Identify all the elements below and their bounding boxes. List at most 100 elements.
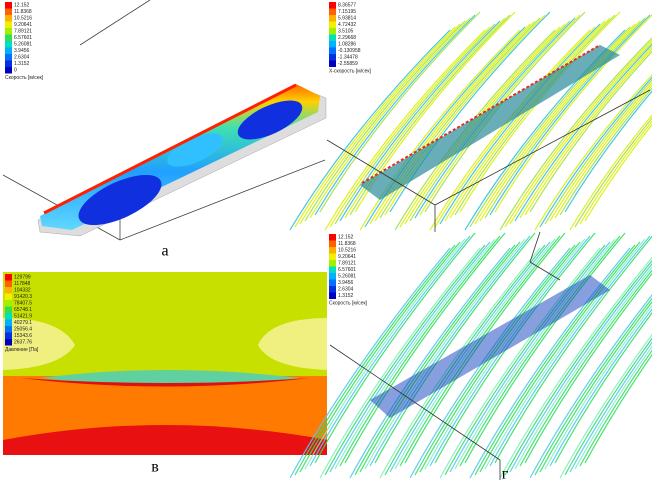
streamline bbox=[509, 41, 652, 225]
legend-title: X-скорость [м/сек] bbox=[329, 68, 372, 74]
legend-swatch bbox=[329, 60, 336, 67]
field bbox=[258, 318, 328, 370]
legend-value: 1.3152 bbox=[338, 293, 354, 299]
streamline bbox=[364, 26, 526, 228]
streamline bbox=[459, 11, 621, 213]
legend-swatch bbox=[5, 15, 12, 22]
streamline bbox=[289, 29, 451, 231]
streamline bbox=[494, 235, 652, 464]
panel-label: г bbox=[502, 466, 509, 483]
streamline bbox=[579, 349, 652, 467]
contour bbox=[167, 133, 223, 167]
streamline bbox=[574, 345, 652, 470]
streamline bbox=[544, 79, 652, 225]
legend-value: 7.89121 bbox=[338, 260, 356, 266]
streamline bbox=[339, 20, 501, 222]
legend-value: 40279.1 bbox=[14, 320, 32, 326]
legend-swatch bbox=[329, 8, 336, 15]
streamline bbox=[304, 20, 466, 222]
legend-swatch bbox=[329, 247, 336, 254]
legend-swatch bbox=[5, 60, 12, 67]
legend-value: 3.5105 bbox=[338, 28, 354, 34]
streamline bbox=[334, 238, 496, 470]
legend-value: 12.152 bbox=[14, 2, 30, 8]
streamline bbox=[519, 45, 652, 219]
legend-value: 12.152 bbox=[338, 234, 354, 240]
streamline bbox=[449, 17, 611, 219]
streamline bbox=[319, 247, 481, 479]
legend-value: 91420.3 bbox=[14, 294, 32, 300]
legend-swatch bbox=[5, 287, 12, 294]
streamline bbox=[434, 26, 596, 228]
streamline bbox=[554, 84, 652, 219]
legend-value: 0 bbox=[14, 67, 17, 73]
streamline bbox=[299, 241, 461, 473]
legend-value: 4.72432 bbox=[338, 22, 356, 28]
streamline bbox=[584, 353, 652, 464]
legend-value: 7.15195 bbox=[338, 9, 356, 15]
legend-value: 2.6304 bbox=[14, 54, 30, 60]
legend-swatch bbox=[5, 2, 12, 9]
streamline bbox=[514, 266, 652, 470]
legend-swatch bbox=[5, 280, 12, 287]
streamline bbox=[504, 39, 652, 228]
streamline bbox=[364, 238, 526, 470]
streamline bbox=[354, 244, 516, 476]
streamline bbox=[544, 304, 652, 470]
streamline bbox=[329, 241, 491, 473]
streamline bbox=[539, 76, 652, 228]
streamline bbox=[314, 232, 476, 464]
streamline bbox=[304, 238, 466, 470]
streamline bbox=[479, 241, 641, 473]
streamline bbox=[474, 244, 636, 476]
legend-swatch bbox=[5, 332, 12, 339]
legend-swatch bbox=[329, 15, 336, 22]
streamline bbox=[444, 244, 606, 476]
legend-value: 5.26081 bbox=[14, 41, 32, 47]
streamline bbox=[379, 17, 541, 219]
legend-swatch bbox=[329, 253, 336, 260]
streamline bbox=[324, 29, 486, 231]
streamline bbox=[429, 29, 591, 231]
streamline bbox=[439, 23, 601, 225]
legend-value: 6.57601 bbox=[14, 35, 32, 41]
legend-value: 3.9456 bbox=[338, 280, 354, 286]
legend-value: 1.3152 bbox=[14, 61, 30, 67]
legend-swatch bbox=[5, 41, 12, 48]
streamline bbox=[484, 238, 646, 470]
legend-value: 117848 bbox=[14, 281, 31, 287]
legend-swatch bbox=[329, 34, 336, 41]
streamline bbox=[579, 120, 652, 225]
legend-swatch bbox=[329, 41, 336, 48]
legend-swatch bbox=[5, 339, 12, 346]
streamline bbox=[509, 262, 652, 473]
legend-swatch bbox=[329, 47, 336, 54]
legend-swatch bbox=[5, 67, 12, 74]
streamline bbox=[479, 20, 641, 222]
streamline bbox=[344, 17, 506, 219]
panel-b: б bbox=[289, 0, 652, 253]
streamline bbox=[334, 23, 496, 225]
field bbox=[40, 370, 300, 385]
streamline bbox=[549, 308, 652, 467]
legend-value: 2637.76 bbox=[14, 339, 32, 345]
streamline bbox=[464, 232, 626, 464]
streamline bbox=[349, 247, 511, 479]
streamline bbox=[439, 247, 601, 479]
panel-d: г bbox=[289, 231, 652, 483]
streamline bbox=[374, 20, 536, 222]
legend-swatch bbox=[329, 286, 336, 293]
leading-edge bbox=[43, 83, 297, 215]
legend-value: 2.29668 bbox=[338, 35, 356, 41]
streamline bbox=[359, 29, 521, 231]
streamline bbox=[374, 232, 536, 464]
legend-value: 65748.1 bbox=[14, 307, 32, 313]
legend-value: 7.89121 bbox=[14, 28, 32, 34]
streamline bbox=[444, 20, 606, 222]
streamline bbox=[344, 232, 506, 464]
streamline bbox=[339, 235, 501, 467]
streamline bbox=[514, 43, 652, 222]
streamline bbox=[499, 37, 652, 231]
legend-value: -2.55859 bbox=[338, 61, 358, 67]
streamline bbox=[459, 235, 621, 467]
